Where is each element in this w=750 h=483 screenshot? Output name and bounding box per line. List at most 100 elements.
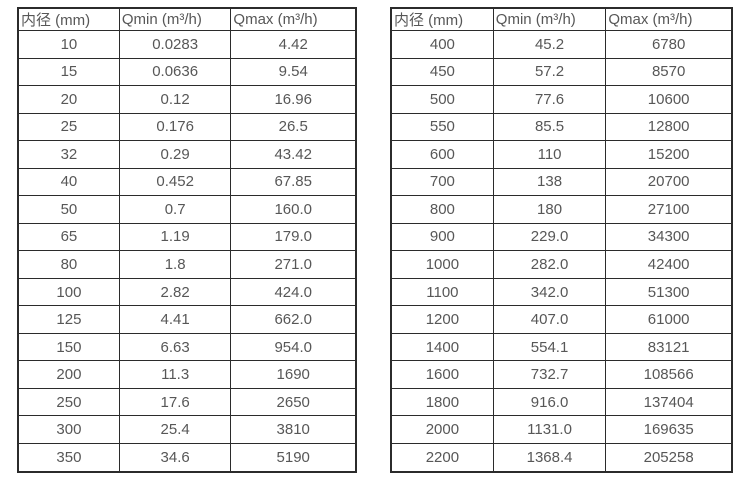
table-row: 450 57.2 8570 (390, 57, 733, 87)
cell: 0.0636 (118, 57, 232, 87)
table-row: 2000 1131.0 169635 (390, 415, 733, 444)
cell: 500 (390, 85, 494, 114)
table-row: 350 34.6 5190 (17, 442, 357, 473)
cell: 400 (390, 30, 494, 59)
table-row: 40 0.452 67.85 (17, 167, 357, 197)
cell: 600 (390, 140, 494, 169)
cell: 1131.0 (492, 415, 607, 444)
cell: 1800 (390, 387, 494, 417)
cell: 700 (390, 167, 494, 197)
cell: 0.452 (118, 167, 232, 197)
cell: 229.0 (492, 222, 607, 252)
cell: 4.41 (118, 305, 232, 334)
table-row: 600 110 15200 (390, 140, 733, 169)
cell: 138 (492, 167, 607, 197)
column-header: Qmax (m³/h) (230, 7, 357, 31)
cell: 80 (17, 250, 120, 279)
table-row: 1200 407.0 61000 (390, 305, 733, 334)
column-header: Qmin (m³/h) (492, 7, 607, 31)
cell: 1000 (390, 250, 494, 279)
cell: 3810 (230, 415, 357, 444)
table-row: 1800 916.0 137404 (390, 387, 733, 417)
cell: 900 (390, 222, 494, 252)
table-row: 20 0.12 16.96 (17, 85, 357, 114)
cell: 1100 (390, 277, 494, 307)
cell: 160.0 (230, 195, 357, 224)
cell: 10600 (605, 85, 733, 114)
cell: 954.0 (230, 332, 357, 362)
cell: 27100 (605, 195, 733, 224)
table-row: 550 85.5 12800 (390, 112, 733, 142)
cell: 45.2 (492, 30, 607, 59)
cell: 85.5 (492, 112, 607, 142)
table-row: 25 0.176 26.5 (17, 112, 357, 142)
flow-rate-table-small-diameters: 内径 (mm) Qmin (m³/h) Qmax (m³/h) 10 0.0283 4.4… (17, 7, 357, 473)
table-row: 700 138 20700 (390, 167, 733, 197)
cell: 34.6 (118, 442, 232, 473)
flow-rate-table-large-diameters: 内径 (mm) Qmin (m³/h) Qmax (m³/h) 400 45.2 6780… (390, 7, 733, 473)
cell: 0.0283 (118, 30, 232, 59)
cell: 554.1 (492, 332, 607, 362)
table-row: 32 0.29 43.42 (17, 140, 357, 169)
cell: 15200 (605, 140, 733, 169)
cell: 40 (17, 167, 120, 197)
cell: 11.3 (118, 360, 232, 389)
cell: 10 (17, 30, 120, 59)
cell: 0.176 (118, 112, 232, 142)
cell: 9.54 (230, 57, 357, 87)
cell: 1600 (390, 360, 494, 389)
cell: 179.0 (230, 222, 357, 252)
table-row: 125 4.41 662.0 (17, 305, 357, 334)
cell: 83121 (605, 332, 733, 362)
cell: 108566 (605, 360, 733, 389)
cell: 26.5 (230, 112, 357, 142)
table-row: 2200 1368.4 205258 (390, 442, 733, 473)
table-row: 1400 554.1 83121 (390, 332, 733, 362)
cell: 42400 (605, 250, 733, 279)
cell: 4.42 (230, 30, 357, 59)
cell: 2650 (230, 387, 357, 417)
cell: 200 (17, 360, 120, 389)
cell: 732.7 (492, 360, 607, 389)
cell: 12800 (605, 112, 733, 142)
cell: 0.12 (118, 85, 232, 114)
cell: 20700 (605, 167, 733, 197)
cell: 17.6 (118, 387, 232, 417)
table-row: 50 0.7 160.0 (17, 195, 357, 224)
table-row: 1600 732.7 108566 (390, 360, 733, 389)
cell: 550 (390, 112, 494, 142)
header-row: 内径 (mm) Qmin (m³/h) Qmax (m³/h) (17, 7, 357, 31)
cell: 50 (17, 195, 120, 224)
table-row: 100 2.82 424.0 (17, 277, 357, 307)
cell: 800 (390, 195, 494, 224)
cell: 1200 (390, 305, 494, 334)
table-row: 1100 342.0 51300 (390, 277, 733, 307)
table-row: 10 0.0283 4.42 (17, 30, 357, 59)
cell: 205258 (605, 442, 733, 473)
cell: 5190 (230, 442, 357, 473)
cell: 57.2 (492, 57, 607, 87)
cell: 20 (17, 85, 120, 114)
cell: 0.29 (118, 140, 232, 169)
cell: 2000 (390, 415, 494, 444)
cell: 25 (17, 112, 120, 142)
cell: 1.19 (118, 222, 232, 252)
cell: 342.0 (492, 277, 607, 307)
cell: 8570 (605, 57, 733, 87)
cell: 271.0 (230, 250, 357, 279)
table-row: 80 1.8 271.0 (17, 250, 357, 279)
cell: 0.7 (118, 195, 232, 224)
cell: 1690 (230, 360, 357, 389)
cell: 34300 (605, 222, 733, 252)
cell: 407.0 (492, 305, 607, 334)
table-row: 900 229.0 34300 (390, 222, 733, 252)
cell: 32 (17, 140, 120, 169)
cell: 16.96 (230, 85, 357, 114)
table-row: 400 45.2 6780 (390, 30, 733, 59)
cell: 6780 (605, 30, 733, 59)
cell: 65 (17, 222, 120, 252)
table-row: 500 77.6 10600 (390, 85, 733, 114)
cell: 300 (17, 415, 120, 444)
cell: 100 (17, 277, 120, 307)
cell: 110 (492, 140, 607, 169)
